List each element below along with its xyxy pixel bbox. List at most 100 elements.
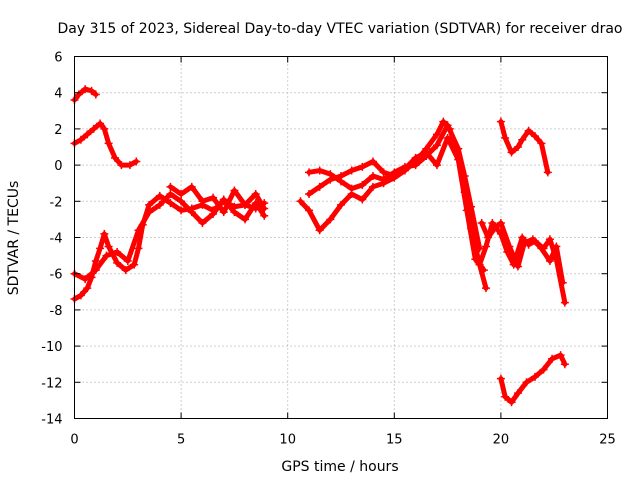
- data-point: [432, 130, 441, 139]
- x-tick-label: 0: [70, 433, 78, 448]
- data-point: [177, 197, 186, 206]
- data-point: [83, 130, 92, 139]
- data-point: [177, 190, 186, 199]
- data-point: [481, 242, 490, 251]
- data-point: [496, 117, 505, 126]
- data-point: [422, 148, 431, 157]
- data-point: [454, 155, 463, 164]
- data-point: [155, 200, 164, 209]
- series-track-12: [496, 351, 569, 407]
- y-axis-ticks: -14 -12 -10 -8 -6 -4 -2 0 2 4 6: [41, 51, 608, 428]
- data-point: [132, 157, 141, 166]
- data-point: [209, 209, 218, 218]
- series-track-10: [477, 219, 567, 287]
- series-line: [306, 122, 483, 251]
- data-point: [543, 168, 552, 177]
- data-point: [507, 398, 516, 407]
- data-point: [531, 372, 540, 381]
- x-tick-label: 15: [386, 433, 403, 448]
- data-point: [539, 365, 548, 374]
- y-tick-label: -4: [50, 232, 63, 247]
- data-point: [145, 200, 154, 209]
- data-point: [81, 275, 90, 284]
- data-point: [315, 166, 324, 175]
- y-tick-label: 4: [54, 87, 62, 102]
- data-point: [439, 117, 448, 126]
- data-point: [432, 141, 441, 150]
- data-point: [117, 161, 126, 170]
- data-point: [462, 206, 471, 215]
- data-point: [130, 260, 139, 269]
- data-point: [230, 208, 239, 217]
- data-point: [513, 143, 522, 151]
- data-point: [520, 238, 529, 247]
- data-point: [477, 219, 486, 228]
- data-point: [145, 208, 154, 217]
- data-point: [104, 139, 113, 148]
- data-point: [337, 200, 345, 209]
- data-point: [358, 181, 367, 190]
- data-point: [379, 168, 388, 177]
- grid-layer: [74, 56, 608, 419]
- data-point: [558, 278, 567, 287]
- data-point: [209, 193, 218, 202]
- data-point: [479, 266, 488, 275]
- series-line: [498, 352, 568, 405]
- y-axis-label: SDTVAR / TECUs: [6, 181, 22, 296]
- data-point: [296, 197, 305, 206]
- data-point: [528, 235, 537, 244]
- data-point: [102, 251, 111, 260]
- data-point: [96, 244, 105, 253]
- data-point: [76, 135, 85, 144]
- data-point: [326, 175, 335, 184]
- data-point: [484, 233, 493, 242]
- data-point: [113, 258, 122, 267]
- data-point: [241, 215, 250, 224]
- x-tick-label: 10: [279, 433, 296, 448]
- data-point: [400, 164, 409, 173]
- x-tick-label: 20: [493, 433, 510, 448]
- series-track-3: [70, 191, 269, 304]
- data-point: [411, 161, 420, 170]
- data-point: [475, 260, 484, 269]
- data-point: [91, 257, 100, 266]
- data-point: [358, 195, 367, 204]
- data-point: [471, 255, 480, 264]
- data-point: [537, 139, 546, 148]
- y-tick-label: 2: [54, 123, 62, 138]
- data-point: [368, 157, 377, 166]
- x-tick-label: 5: [177, 433, 185, 448]
- data-point: [260, 204, 269, 213]
- y-tick-label: -6: [50, 268, 63, 283]
- data-point: [537, 244, 546, 253]
- data-point: [104, 242, 113, 251]
- y-tick-label: -12: [41, 376, 62, 391]
- data-point: [518, 233, 527, 242]
- data-point: [123, 257, 132, 266]
- data-point: [219, 208, 228, 217]
- data-point: [513, 389, 522, 398]
- data-point: [443, 121, 452, 130]
- data-point: [518, 135, 527, 144]
- data-point: [134, 244, 143, 253]
- series-line: [479, 220, 566, 286]
- data-point: [490, 224, 499, 233]
- data-point: [187, 182, 196, 191]
- data-point: [368, 182, 377, 191]
- data-point: [87, 86, 96, 95]
- series-line: [167, 184, 267, 215]
- data-point: [522, 378, 531, 387]
- y-tick-label: -14: [41, 413, 62, 428]
- data-point: [545, 235, 554, 244]
- data-point: [76, 291, 85, 300]
- x-axis-label: GPS time / hours: [281, 459, 398, 475]
- data-point: [241, 200, 250, 209]
- data-point: [198, 219, 207, 228]
- data-point: [488, 219, 497, 228]
- data-point: [125, 161, 134, 170]
- data-point: [96, 119, 105, 128]
- data-point: [347, 184, 356, 193]
- x-tick-label: 25: [599, 433, 616, 448]
- data-point: [496, 374, 505, 383]
- data-point: [358, 162, 367, 171]
